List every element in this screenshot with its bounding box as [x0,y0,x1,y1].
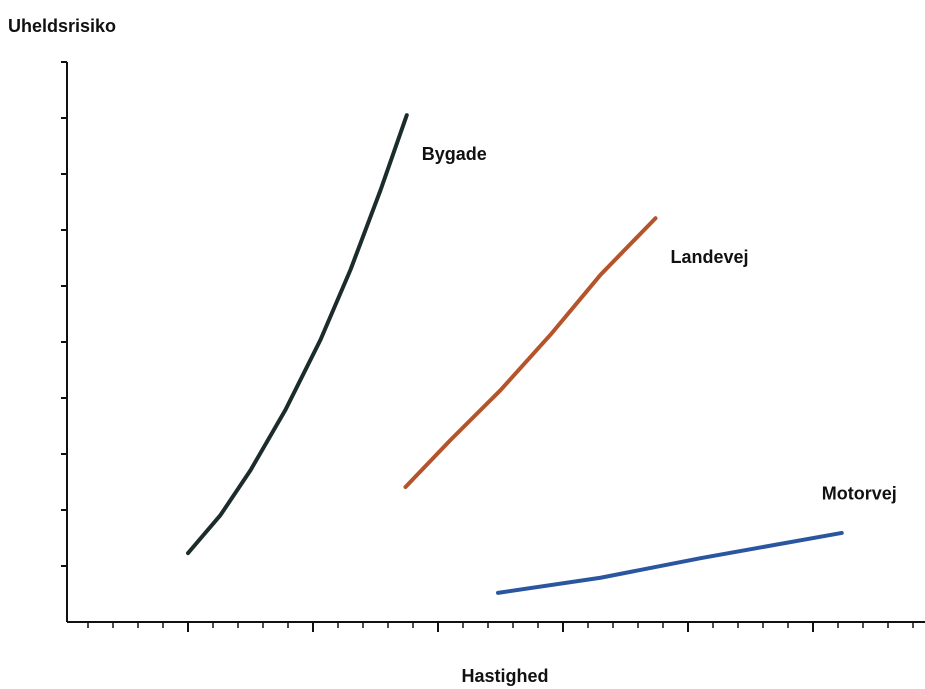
series-label: Landevej [671,247,749,267]
series-line [403,216,658,490]
y-axis-label: Uheldsrisiko [8,16,116,36]
series-label: Bygade [422,144,487,164]
series-line [186,113,409,556]
series-label: Motorvej [822,484,897,504]
series-line [496,530,844,595]
x-axis-label: Hastighed [461,666,548,686]
